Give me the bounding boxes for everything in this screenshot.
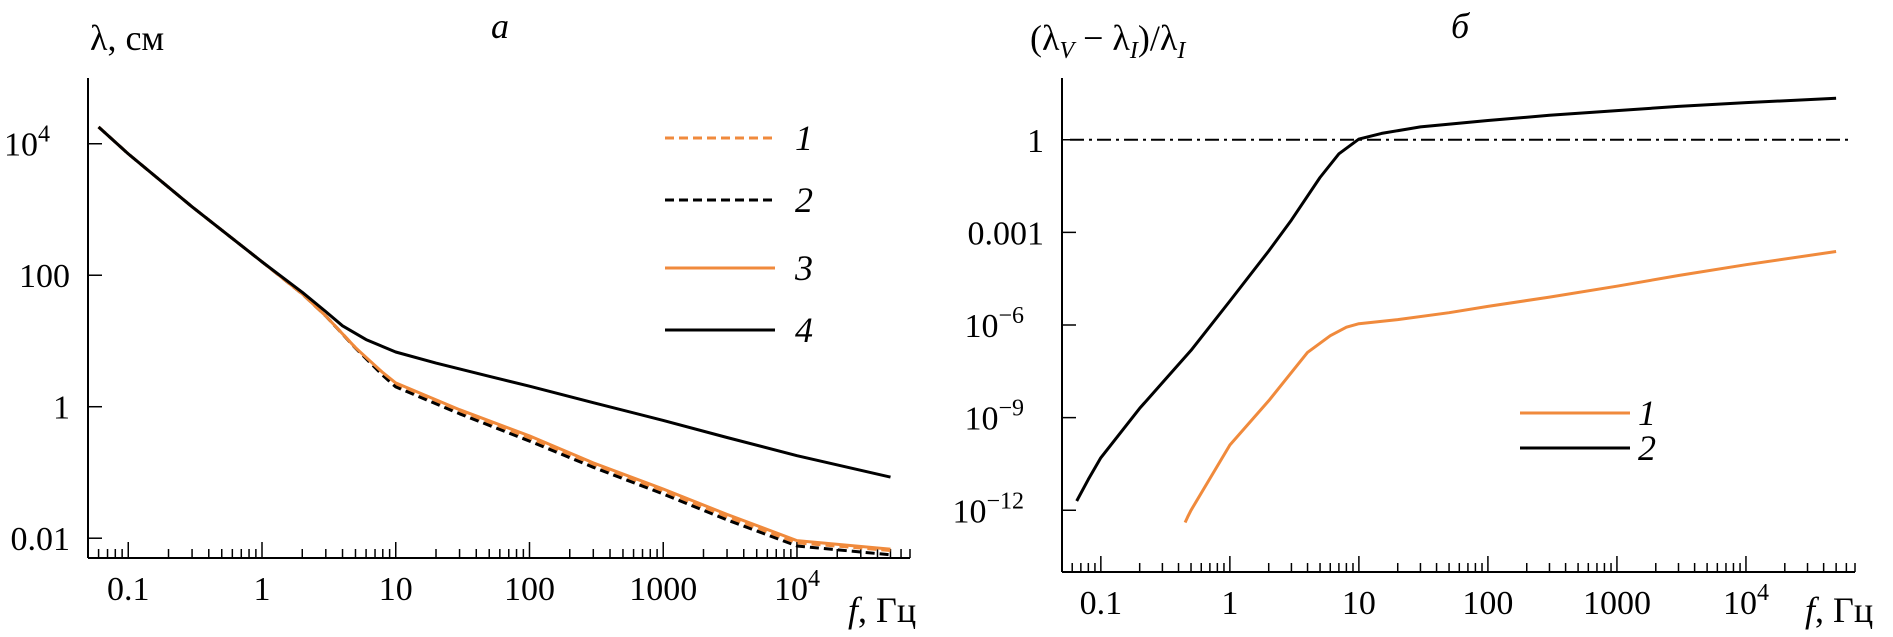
legend-label: 2 — [1638, 428, 1656, 468]
x-tick-label: 104 — [774, 566, 820, 608]
series-line-1 — [1183, 250, 1837, 524]
panel-a-x-tick-labels: 0.1 1 10 100 1000 104 — [107, 566, 820, 608]
y-tick-label: 1 — [53, 390, 70, 427]
x-tick-label: 100 — [1462, 585, 1513, 622]
panel-a-legend: 1 2 3 4 — [665, 118, 813, 350]
series-line-2 — [1075, 96, 1837, 502]
panel-b-xlabel: f, Гц — [1805, 590, 1873, 630]
legend-label: 1 — [1638, 393, 1656, 433]
series-line-1 — [97, 125, 891, 552]
series-line-4 — [97, 125, 891, 479]
x-tick-label: 10 — [379, 571, 413, 608]
legend-label: 3 — [794, 248, 813, 288]
panel-a-ylabel: λ, см — [90, 18, 164, 58]
legend-label: 2 — [795, 180, 813, 220]
panel-a-minor-ticks — [87, 142, 911, 558]
panel-a-xlabel: f, Гц — [848, 590, 916, 630]
series-line-3 — [97, 125, 891, 551]
x-tick-label: 0.1 — [107, 571, 150, 608]
x-tick-label: 1000 — [1583, 585, 1651, 622]
chart-panel-a: а λ, см 0.1 1 10 100 1000 104 0.01 1 100 104 1 2 3… — [4, 6, 916, 630]
x-tick-label: 104 — [1723, 580, 1769, 622]
panel-a-label: а — [491, 6, 509, 46]
chart-panel-b: б (λV − λI)/λI 0.1 1 10 100 1000 104 10−1210−… — [952, 6, 1873, 630]
y-tick-label: 10−9 — [964, 396, 1024, 438]
y-tick-label: 0.001 — [968, 215, 1045, 252]
panel-a-series — [97, 125, 891, 557]
panel-b-x-tick-labels: 0.1 1 10 100 1000 104 — [1080, 580, 1769, 622]
y-tick-label: 10−6 — [964, 303, 1024, 345]
panel-b-y-tick-labels: 10−12 10−9 10−6 0.001 1 — [952, 123, 1044, 531]
series-line-2 — [97, 125, 891, 557]
panel-b-series — [1075, 96, 1837, 524]
legend-label: 1 — [795, 118, 813, 158]
y-tick-label: 104 — [4, 122, 50, 164]
panel-b-minor-ticks — [1061, 139, 1856, 572]
y-tick-label: 1 — [1027, 123, 1044, 160]
x-tick-label: 0.1 — [1080, 585, 1123, 622]
y-tick-label: 0.01 — [11, 521, 71, 558]
x-tick-label: 1 — [254, 571, 271, 608]
y-tick-label: 10−12 — [952, 488, 1024, 530]
y-tick-label: 100 — [19, 258, 70, 295]
x-tick-label: 10 — [1342, 585, 1376, 622]
panel-b-label: б — [1451, 6, 1471, 46]
legend-label: 4 — [795, 310, 813, 350]
panel-b-ylabel: (λV − λI)/λI — [1030, 18, 1186, 64]
x-tick-label: 1 — [1221, 585, 1238, 622]
x-tick-label: 1000 — [629, 571, 697, 608]
x-tick-label: 100 — [504, 571, 555, 608]
panel-b-legend: 12 — [1520, 393, 1656, 468]
panel-a-y-tick-labels: 0.01 1 100 104 — [4, 122, 70, 558]
